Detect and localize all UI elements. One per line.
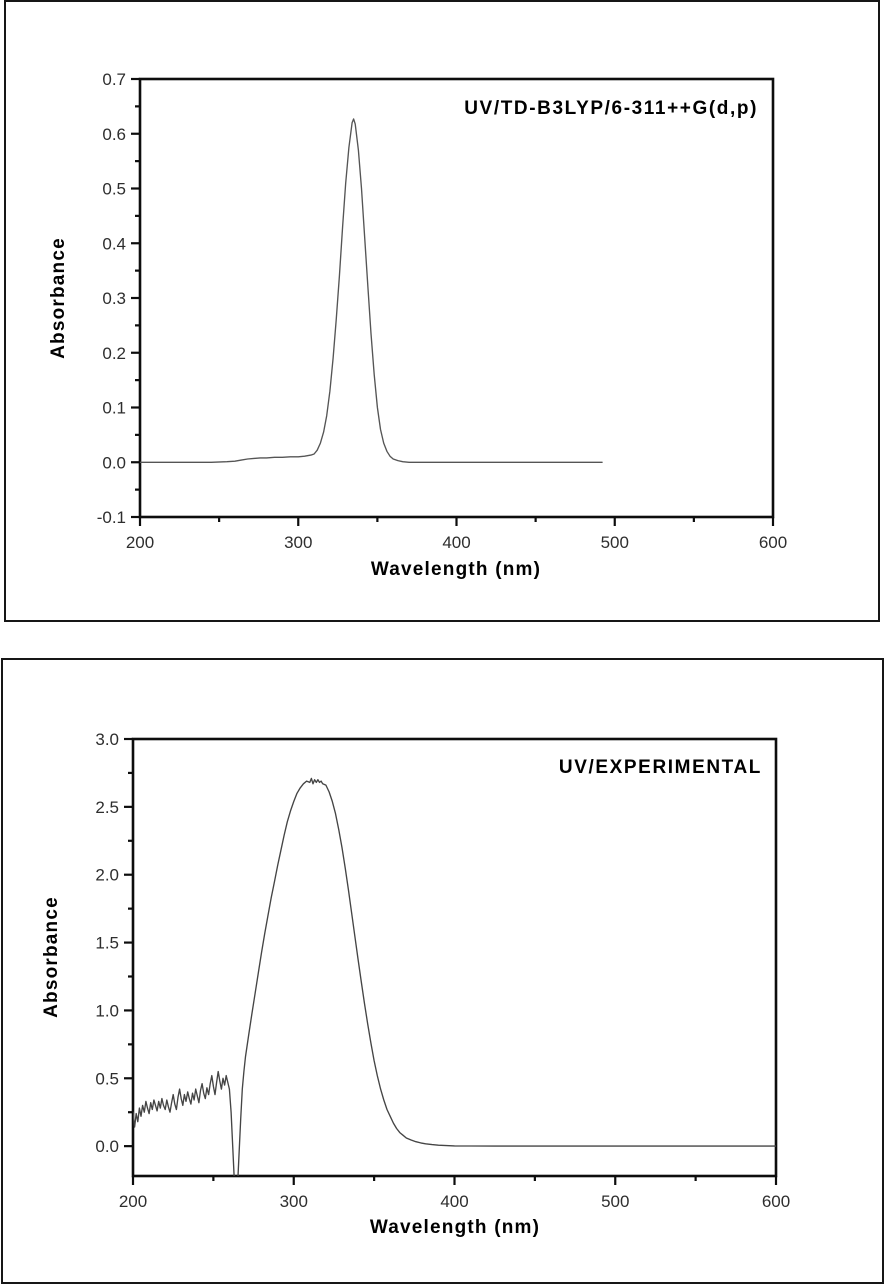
y-tick-label: 0.5	[102, 180, 126, 199]
y-tick-label: 0.4	[102, 234, 126, 253]
y-tick-label: 1.0	[95, 1001, 119, 1020]
plot-frame	[138, 77, 775, 519]
axis-ticks: 200 300 400 500 600 0.0 0.5 1.0 1.5 2.0 2.5 3.0	[95, 730, 790, 1211]
y-axis-label: Absorbance	[48, 237, 69, 359]
y-tick-label: 0.5	[95, 1069, 119, 1088]
chart-title: UV/EXPERIMENTAL	[559, 757, 762, 778]
x-tick-label: 400	[442, 533, 470, 552]
spectrum-curve-group	[133, 777, 776, 1176]
y-tick-label: 0.0	[102, 453, 126, 472]
x-tick-label: 600	[759, 533, 787, 552]
x-axis-label: Wavelength (nm)	[371, 559, 541, 580]
y-tick-label: 0.3	[102, 289, 126, 308]
y-tick-label: 0.2	[102, 344, 126, 363]
chart-title: UV/TD-B3LYP/6-311++G(d,p)	[464, 98, 758, 119]
x-axis-label: Wavelength (nm)	[370, 1217, 540, 1238]
y-tick-label: -0.1	[97, 508, 126, 527]
y-tick-label: 0.1	[102, 399, 126, 418]
x-tick-label: 500	[601, 1192, 629, 1211]
x-tick-label: 500	[601, 533, 629, 552]
spectrum-curve-group	[140, 118, 603, 463]
td-dft-spectrum-chart: 200 300 400 500 600 -0.1 0.0 0.1 0.2 0.3 0.4 0.5 0.6…	[48, 70, 787, 580]
top-figure-panel	[4, 0, 880, 622]
spectrum-curve	[140, 118, 603, 463]
y-tick-label: 0.6	[102, 125, 126, 144]
y-axis-label: Absorbance	[41, 896, 62, 1018]
y-tick-label: 0.0	[95, 1137, 119, 1156]
y-tick-label: 0.7	[102, 70, 126, 89]
spectrum-curve	[133, 777, 776, 1176]
plot-frame	[131, 737, 778, 1178]
bottom-figure-panel	[1, 658, 884, 1284]
x-tick-label: 200	[126, 533, 154, 552]
x-tick-label: 300	[280, 1192, 308, 1211]
y-tick-label: 1.5	[95, 934, 119, 953]
x-tick-label: 200	[119, 1192, 147, 1211]
y-tick-label: 3.0	[95, 730, 119, 749]
y-tick-label: 2.0	[95, 866, 119, 885]
y-tick-label: 2.5	[95, 798, 119, 817]
axis-ticks: 200 300 400 500 600 -0.1 0.0 0.1 0.2 0.3 0.4 0.5 0.6…	[97, 70, 787, 552]
x-tick-label: 400	[440, 1192, 468, 1211]
x-tick-label: 600	[762, 1192, 790, 1211]
experimental-spectrum-chart: 200 300 400 500 600 0.0 0.5 1.0 1.5 2.0 2.5 3.0 UV/…	[41, 730, 790, 1238]
x-tick-label: 300	[284, 533, 312, 552]
